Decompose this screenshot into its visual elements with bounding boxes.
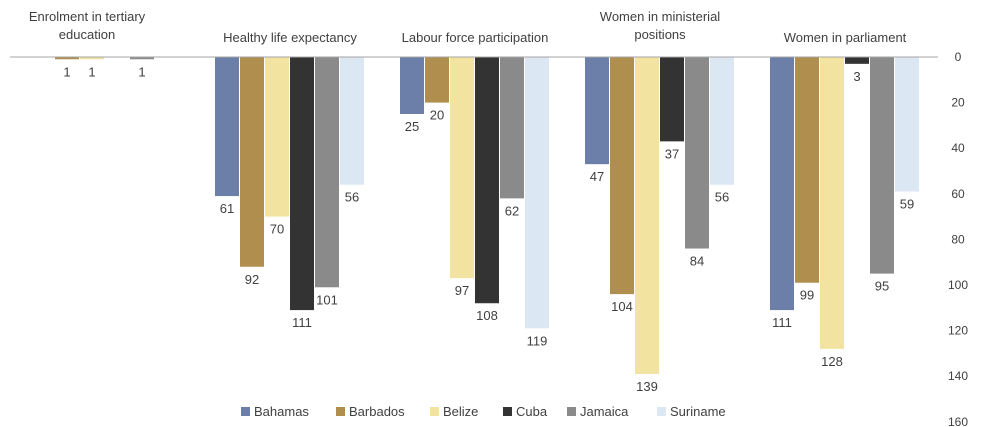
legend: Bahamas Barbados Belize Cuba Jamaica Suriname xyxy=(241,404,726,419)
bar-labour-force-participation-barbados xyxy=(425,57,449,103)
y-tick-label-40: 40 xyxy=(951,141,965,155)
data-label-labour-force-participation-belize: 97 xyxy=(455,283,469,298)
data-label-labour-force-participation-barbados: 20 xyxy=(430,108,444,123)
data-label-labour-force-participation-cuba: 108 xyxy=(476,308,498,323)
bar-women-in-parliament-barbados xyxy=(795,57,819,283)
data-label-women-in-ministerial-positions-jamaica: 84 xyxy=(690,254,704,269)
data-label-women-in-parliament-barbados: 99 xyxy=(800,288,814,303)
bar-women-in-ministerial-positions-cuba xyxy=(660,57,684,142)
bar-women-in-parliament-jamaica xyxy=(870,57,894,274)
bar-women-in-ministerial-positions-suriname xyxy=(710,57,734,185)
data-label-enrolment-in-tertiary-education-barbados: 1 xyxy=(63,64,70,79)
bar-women-in-parliament-suriname xyxy=(895,57,919,192)
data-label-women-in-ministerial-positions-bahamas: 47 xyxy=(590,169,604,184)
category-titles: Enrolment in tertiary education Healthy li… xyxy=(29,9,907,45)
category-title-labour-force-participation: Labour force participation xyxy=(402,30,549,45)
y-axis: 0 20 40 60 80 100 120 140 160 xyxy=(948,50,968,427)
bar-women-in-ministerial-positions-jamaica xyxy=(685,57,709,249)
legend-label-suriname: Suriname xyxy=(670,404,726,419)
bar-women-in-parliament-belize xyxy=(820,57,844,349)
legend-label-barbados: Barbados xyxy=(349,404,405,419)
legend-label-belize: Belize xyxy=(443,404,478,419)
y-tick-label-60: 60 xyxy=(951,187,965,201)
category-title-enrolment-in-tertiary-education: Enrolment in tertiary education xyxy=(29,9,146,42)
bar-enrolment-in-tertiary-education-barbados xyxy=(55,57,79,60)
y-tick-label-160: 160 xyxy=(948,415,968,427)
bar-healthy-life-expectancy-suriname xyxy=(340,57,364,185)
data-label-women-in-ministerial-positions-barbados: 104 xyxy=(611,299,633,314)
bar-healthy-life-expectancy-belize xyxy=(265,57,289,217)
data-label-women-in-parliament-belize: 128 xyxy=(821,354,843,369)
bar-healthy-life-expectancy-cuba xyxy=(290,57,314,311)
bar-labour-force-participation-cuba xyxy=(475,57,499,304)
legend-label-bahamas: Bahamas xyxy=(254,404,309,419)
legend-swatch-belize xyxy=(430,407,439,416)
legend-swatch-bahamas xyxy=(241,407,250,416)
data-label-women-in-ministerial-positions-cuba: 37 xyxy=(665,146,679,161)
data-label-healthy-life-expectancy-suriname: 56 xyxy=(345,190,359,205)
data-label-women-in-parliament-cuba: 3 xyxy=(853,69,860,84)
bar-labour-force-participation-suriname xyxy=(525,57,549,329)
legend-swatch-cuba xyxy=(503,407,512,416)
bar-women-in-parliament-cuba xyxy=(845,57,869,64)
bar-healthy-life-expectancy-bahamas xyxy=(215,57,239,197)
bar-enrolment-in-tertiary-education-belize xyxy=(80,57,104,60)
category-title-healthy-life-expectancy: Healthy life expectancy xyxy=(223,30,357,45)
data-label-healthy-life-expectancy-cuba: 111 xyxy=(292,315,312,330)
data-label-healthy-life-expectancy-barbados: 92 xyxy=(245,272,259,287)
category-title-women-in-ministerial-positions: Women in ministerial positions xyxy=(600,9,721,42)
bar-women-in-ministerial-positions-bahamas xyxy=(585,57,609,165)
data-label-women-in-ministerial-positions-suriname: 56 xyxy=(715,190,729,205)
y-tick-label-80: 80 xyxy=(951,232,965,246)
data-label-women-in-ministerial-positions-belize: 139 xyxy=(636,379,658,394)
y-tick-label-120: 120 xyxy=(948,324,968,338)
bar-labour-force-participation-jamaica xyxy=(500,57,524,199)
bar-healthy-life-expectancy-barbados xyxy=(240,57,264,267)
y-tick-label-20: 20 xyxy=(951,96,965,110)
bar-women-in-parliament-bahamas xyxy=(770,57,794,311)
legend-label-cuba: Cuba xyxy=(516,404,548,419)
data-label-healthy-life-expectancy-bahamas: 61 xyxy=(220,201,234,216)
data-label-labour-force-participation-suriname: 119 xyxy=(527,333,548,348)
legend-swatch-suriname xyxy=(657,407,666,416)
bar-healthy-life-expectancy-jamaica xyxy=(315,57,339,288)
legend-item-jamaica: Jamaica xyxy=(567,404,629,419)
data-label-women-in-parliament-bahamas: 111 xyxy=(772,315,792,330)
bars xyxy=(55,57,919,374)
data-label-women-in-parliament-suriname: 59 xyxy=(900,197,914,212)
data-label-healthy-life-expectancy-belize: 70 xyxy=(270,222,284,237)
data-labels: 1 1 16192701111015625209710862119471041393… xyxy=(63,64,914,394)
bar-labour-force-participation-belize xyxy=(450,57,474,279)
legend-swatch-barbados xyxy=(336,407,345,416)
legend-label-jamaica: Jamaica xyxy=(580,404,629,419)
data-label-enrolment-in-tertiary-education-jamaica: 1 xyxy=(138,64,145,79)
bar-women-in-ministerial-positions-barbados xyxy=(610,57,634,295)
y-tick-label-0: 0 xyxy=(955,50,962,64)
category-title-women-in-parliament: Women in parliament xyxy=(784,30,907,45)
data-label-women-in-parliament-jamaica: 95 xyxy=(875,279,889,294)
y-tick-label-100: 100 xyxy=(948,278,968,292)
legend-item-suriname: Suriname xyxy=(657,404,726,419)
data-label-enrolment-in-tertiary-education-belize: 1 xyxy=(88,64,95,79)
legend-item-cuba: Cuba xyxy=(503,404,548,419)
legend-item-barbados: Barbados xyxy=(336,404,405,419)
legend-swatch-jamaica xyxy=(567,407,576,416)
bar-enrolment-in-tertiary-education-jamaica xyxy=(130,57,154,60)
bar-labour-force-participation-bahamas xyxy=(400,57,424,114)
data-label-labour-force-participation-jamaica: 62 xyxy=(505,203,519,218)
bar-women-in-ministerial-positions-belize xyxy=(635,57,659,374)
data-label-labour-force-participation-bahamas: 25 xyxy=(405,119,419,134)
data-label-healthy-life-expectancy-jamaica: 101 xyxy=(316,292,338,307)
y-tick-label-140: 140 xyxy=(948,369,968,383)
legend-item-belize: Belize xyxy=(430,404,478,419)
legend-item-bahamas: Bahamas xyxy=(241,404,309,419)
